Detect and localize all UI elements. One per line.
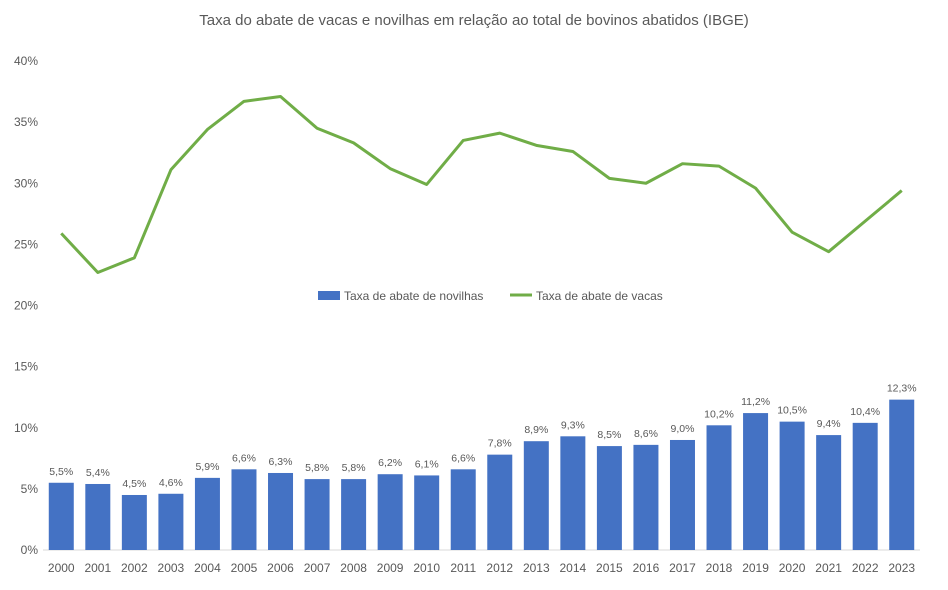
x-tick-label: 2015 xyxy=(596,561,623,575)
bar-2009 xyxy=(377,474,403,550)
x-tick-label: 2006 xyxy=(267,561,294,575)
bar-data-label: 5,9% xyxy=(195,461,219,473)
bar-data-label: 6,1% xyxy=(415,458,439,470)
y-tick-label: 35% xyxy=(14,115,38,129)
bar-2017 xyxy=(669,439,695,550)
bar-data-label: 5,5% xyxy=(49,466,73,478)
x-tick-label: 2008 xyxy=(340,561,367,575)
bar-2018 xyxy=(706,425,732,550)
y-tick-label: 25% xyxy=(14,237,38,251)
bar-2000 xyxy=(48,482,74,550)
y-tick-label: 40% xyxy=(14,54,38,68)
legend-swatch-novilhas xyxy=(318,291,340,300)
x-tick-label: 2010 xyxy=(413,561,440,575)
bar-data-label: 5,4% xyxy=(86,467,110,479)
x-tick-label: 2005 xyxy=(231,561,258,575)
line-vacas xyxy=(60,94,903,274)
bar-2005 xyxy=(231,469,257,550)
bar-2012 xyxy=(487,454,513,550)
chart-title: Taxa do abate de vacas e novilhas em rel… xyxy=(199,12,749,29)
bar-data-label: 4,6% xyxy=(159,477,183,489)
x-tick-label: 2003 xyxy=(158,561,185,575)
x-tick-label: 2001 xyxy=(84,561,111,575)
bar-2010 xyxy=(414,475,440,550)
bar-2006 xyxy=(268,472,294,550)
x-tick-label: 2017 xyxy=(669,561,696,575)
bar-data-label: 9,4% xyxy=(817,418,841,430)
bar-data-label: 6,6% xyxy=(232,452,256,464)
bar-data-label: 4,5% xyxy=(122,478,146,490)
bar-data-label: 6,2% xyxy=(378,457,402,469)
x-tick-label: 2014 xyxy=(560,561,587,575)
y-tick-label: 20% xyxy=(14,299,38,313)
x-tick-label: 2007 xyxy=(304,561,331,575)
bar-2016 xyxy=(633,444,659,550)
bar-data-label: 9,0% xyxy=(671,423,695,435)
y-tick-label: 5% xyxy=(21,482,39,496)
x-tick-label: 2013 xyxy=(523,561,550,575)
bar-data-label: 8,5% xyxy=(597,429,621,441)
y-tick-label: 30% xyxy=(14,176,38,190)
bar-2020 xyxy=(779,421,805,550)
bar-data-label: 7,8% xyxy=(488,438,512,450)
bar-data-label: 11,2% xyxy=(741,396,770,408)
bar-data-label: 12,3% xyxy=(887,383,917,395)
bar-2021 xyxy=(816,435,842,550)
bar-2004 xyxy=(194,477,220,550)
bar-2014 xyxy=(560,436,586,550)
x-tick-label: 2021 xyxy=(815,561,842,575)
bar-data-label: 10,2% xyxy=(704,408,734,420)
legend-label-novilhas: Taxa de abate de novilhas xyxy=(344,289,483,303)
bar-2008 xyxy=(341,479,367,550)
x-tick-label: 2011 xyxy=(450,561,476,575)
y-tick-label: 15% xyxy=(14,360,38,374)
y-tick-label: 10% xyxy=(14,421,38,435)
bar-2002 xyxy=(121,494,147,550)
y-tick-label: 0% xyxy=(21,543,39,557)
x-tick-label: 2018 xyxy=(706,561,733,575)
bar-data-label: 6,6% xyxy=(451,452,475,464)
bar-2003 xyxy=(158,493,184,550)
x-tick-label: 2019 xyxy=(742,561,769,575)
x-tick-label: 2012 xyxy=(486,561,513,575)
bar-2015 xyxy=(596,446,622,550)
bar-2023 xyxy=(889,399,915,550)
x-tick-label: 2020 xyxy=(779,561,806,575)
bar-data-label: 8,6% xyxy=(634,428,658,440)
x-tick-label: 2004 xyxy=(194,561,221,575)
legend-label-vacas: Taxa de abate de vacas xyxy=(536,289,663,303)
x-tick-label: 2009 xyxy=(377,561,404,575)
x-tick-label: 2000 xyxy=(48,561,75,575)
bar-2007 xyxy=(304,479,330,550)
x-tick-label: 2016 xyxy=(633,561,660,575)
bar-2019 xyxy=(743,413,769,550)
bar-2013 xyxy=(523,441,549,550)
bar-data-label: 10,5% xyxy=(777,405,807,417)
x-tick-label: 2023 xyxy=(888,561,915,575)
bar-data-label: 10,4% xyxy=(850,406,880,418)
bar-2001 xyxy=(85,483,111,550)
x-tick-label: 2022 xyxy=(852,561,879,575)
legend: Taxa de abate de novilhas Taxa de abate … xyxy=(318,289,663,303)
bar-data-label: 5,8% xyxy=(305,462,329,474)
bar-data-label: 8,9% xyxy=(524,424,548,436)
bar-data-label: 5,8% xyxy=(342,462,366,474)
bar-data-label: 6,3% xyxy=(269,456,293,468)
x-tick-label: 2002 xyxy=(121,561,148,575)
bar-data-label: 9,3% xyxy=(561,419,585,431)
bar-2022 xyxy=(852,422,878,550)
bar-2011 xyxy=(450,469,476,550)
